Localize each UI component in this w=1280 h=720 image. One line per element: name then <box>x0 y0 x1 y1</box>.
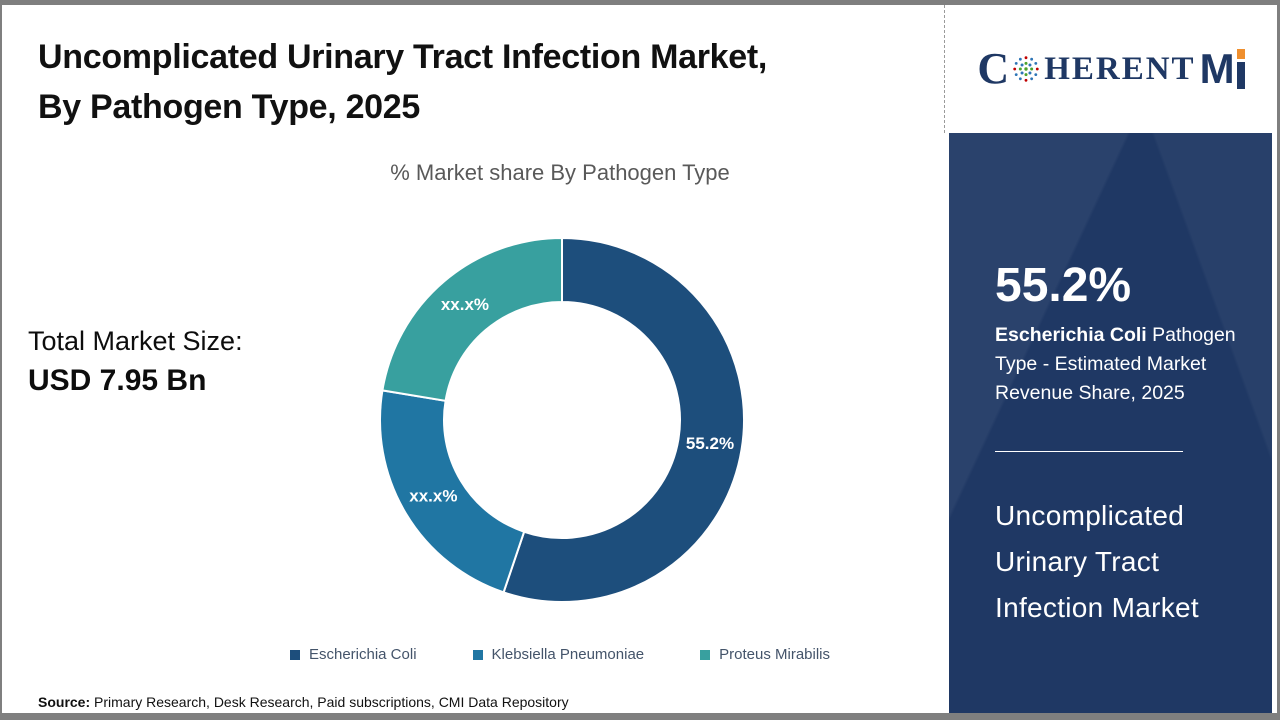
sidebar-stat-value: 55.2% <box>995 259 1132 312</box>
page-title-line2: By Pathogen Type, 2025 <box>38 88 421 126</box>
frame-top-bar <box>0 0 1280 5</box>
logo-letters-herent: HERENT <box>1044 51 1196 87</box>
donut-chart: 55.2% xx.x% xx.x% <box>372 230 752 610</box>
donut-chart-svg: 55.2% xx.x% xx.x% <box>379 236 745 603</box>
chart-legend: Escherichia Coli Klebsiella Pneumoniae Pro… <box>160 646 960 663</box>
donut-slice-label-1: xx.x% <box>409 487 457 506</box>
legend-item-2: Proteus Mirabilis <box>700 646 830 663</box>
total-market-size: Total Market Size: USD 7.95 Bn <box>28 326 243 398</box>
total-market-size-value: USD 7.95 Bn <box>28 364 207 397</box>
donut-slice-0 <box>502 236 745 603</box>
sidebar-stat-description: Escherichia Coli Pathogen Type - Estimat… <box>995 321 1257 408</box>
total-market-size-label: Total Market Size: <box>28 326 243 356</box>
page-title: Uncomplicated Urinary Tract Infection Ma… <box>38 32 938 132</box>
donut-slice-2 <box>381 236 563 402</box>
legend-swatch-icon <box>700 649 711 660</box>
donut-slice-label-0: 55.2% <box>686 434 734 453</box>
legend-label: Proteus Mirabilis <box>719 646 831 663</box>
sidebar-report-title: Uncomplicated Urinary Tract Infection Ma… <box>995 500 1199 623</box>
frame-bottom-bar <box>0 713 1280 720</box>
legend-swatch-icon <box>289 649 300 660</box>
logo-i-stem <box>1236 62 1245 89</box>
source-label: Source: <box>38 694 91 710</box>
logo-area: C HERENT M <box>944 5 1277 133</box>
frame-left-bar <box>0 0 2 720</box>
legend-swatch-icon <box>472 649 483 660</box>
logo-letter-c: C <box>977 44 1010 93</box>
sidebar-divider <box>995 451 1183 452</box>
frame-right-bar <box>1277 0 1280 720</box>
source-text: Primary Research, Desk Research, Paid su… <box>90 694 569 710</box>
page-title-line1: Uncomplicated Urinary Tract Infection Ma… <box>38 38 768 76</box>
coherentmi-logo: C HERENT M <box>977 44 1245 93</box>
sidebar-stat-description-rest: Pathogen Type - Estimated Market Revenue… <box>995 324 1236 404</box>
legend-item-1: Klebsiella Pneumoniae <box>472 646 645 663</box>
legend-label: Klebsiella Pneumoniae <box>491 646 645 663</box>
highlight-sidebar: 55.2% Escherichia Coli Pathogen Type - E… <box>949 133 1272 713</box>
sidebar-stat-description-bold: Escherichia Coli <box>995 324 1147 346</box>
legend-item-0: Escherichia Coli <box>289 646 417 663</box>
globe-dots-o-icon <box>1013 56 1039 82</box>
donut-slice-label-2: xx.x% <box>441 295 489 314</box>
chart-subtitle: % Market share By Pathogen Type <box>390 160 730 185</box>
logo-letter-m: M <box>1199 45 1235 92</box>
logo-i-orange-tittle <box>1236 49 1245 59</box>
source-line: Source: Primary Research, Desk Research,… <box>38 694 569 710</box>
legend-label: Escherichia Coli <box>308 646 417 663</box>
logo-i-mark <box>1236 49 1245 89</box>
